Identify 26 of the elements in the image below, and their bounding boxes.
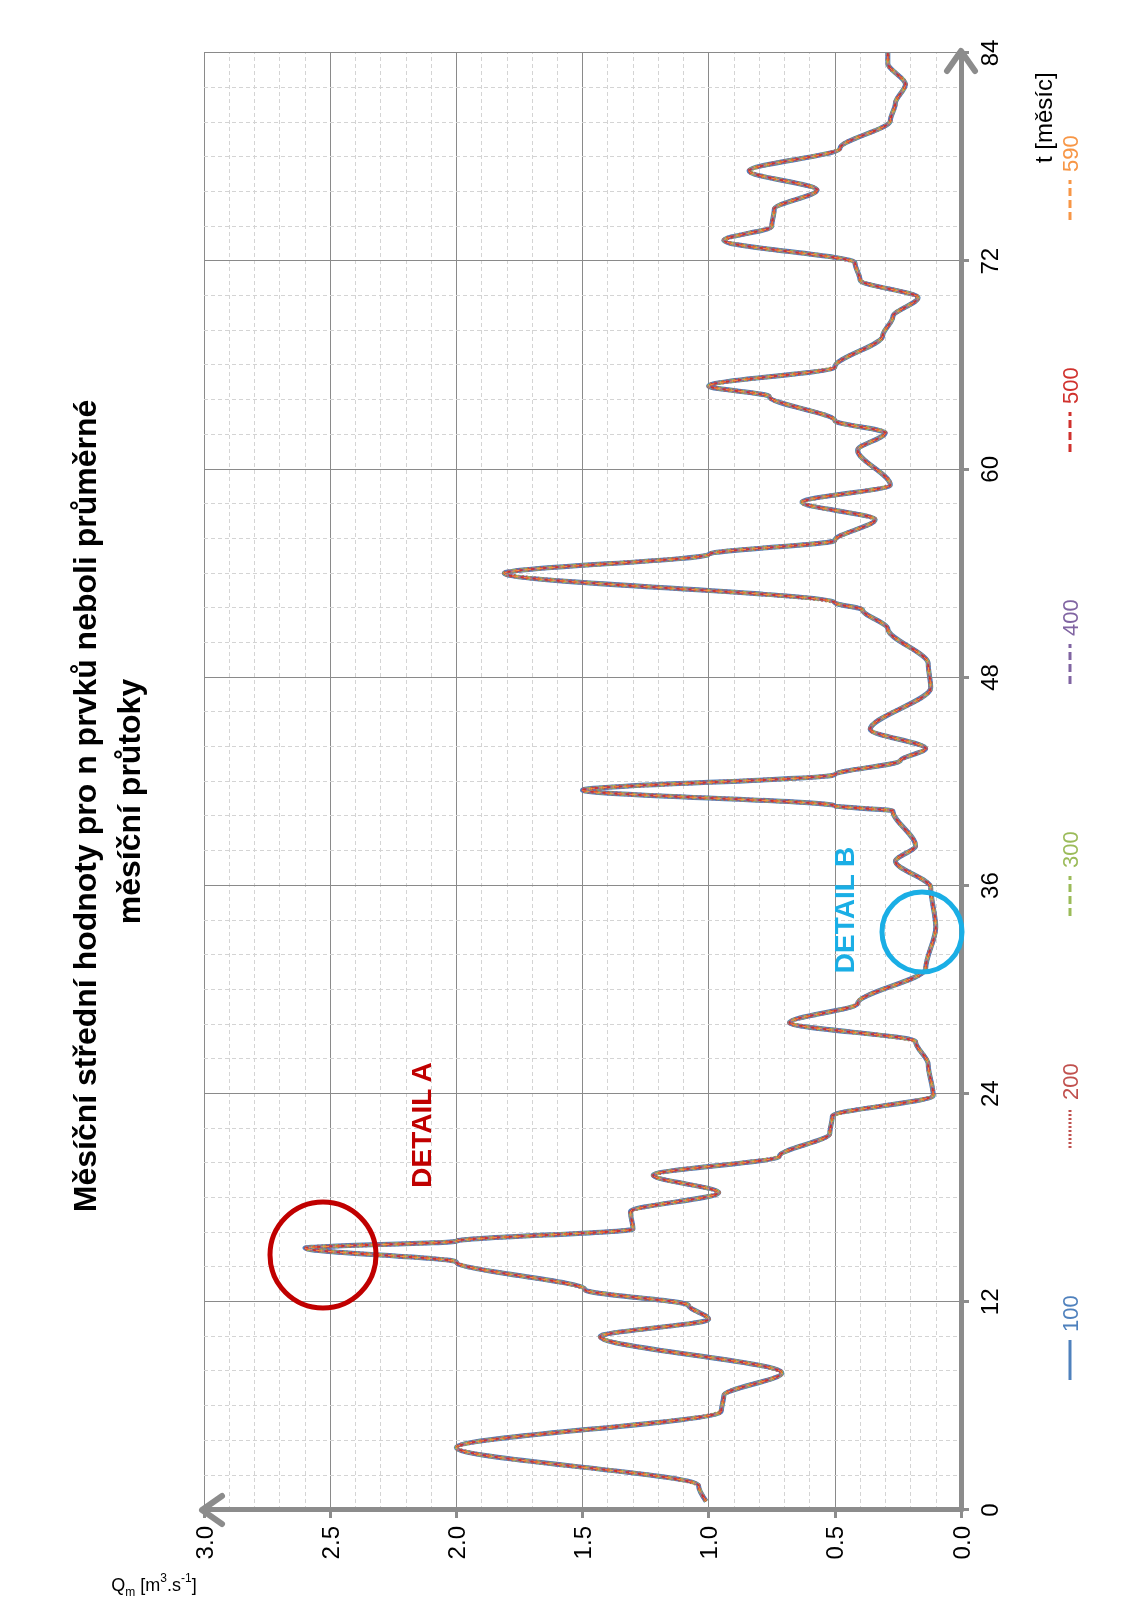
text: 300 [1057, 831, 1083, 868]
y-tick-label: 0 [975, 1503, 1003, 1517]
text: Měsíční střední hodnoty pro n prvků neboli průměrné měsíční průtoky [67, 390, 147, 1213]
x-tick-label: 0.0 [947, 1526, 975, 1560]
x-tick-label: 2.0 [442, 1526, 470, 1560]
x-axis-title: Q$_{m}$ [m$^{3}$.s$^{-1}$] [111, 1571, 197, 1599]
y-tick-label: 36 [975, 872, 1003, 899]
text: 100 [1057, 1295, 1083, 1332]
x-tick-label: 0.5 [821, 1526, 849, 1560]
text: 400 [1057, 599, 1083, 636]
y-tick-label: 24 [975, 1080, 1003, 1108]
y-tick-label: 60 [975, 455, 1003, 483]
x-tick-label: 1.5 [569, 1526, 596, 1560]
text: 500 [1057, 367, 1083, 404]
y-tick-label: 84 [975, 39, 1003, 67]
annotation: DETAIL B [828, 846, 860, 974]
x-tick-label: 3.0 [190, 1526, 218, 1560]
x-tick-label: 2.5 [316, 1526, 344, 1560]
y-tick-label: 12 [975, 1288, 1003, 1316]
y-axis-title: t [měsíc] [1029, 72, 1057, 163]
x-tick-label: 1.0 [695, 1526, 723, 1560]
annotation: DETAIL A [405, 1062, 437, 1188]
y-tick-label: 48 [975, 664, 1003, 691]
text: 590 [1057, 135, 1083, 172]
text: 200 [1057, 1063, 1083, 1100]
y-tick-label: 72 [975, 247, 1003, 275]
